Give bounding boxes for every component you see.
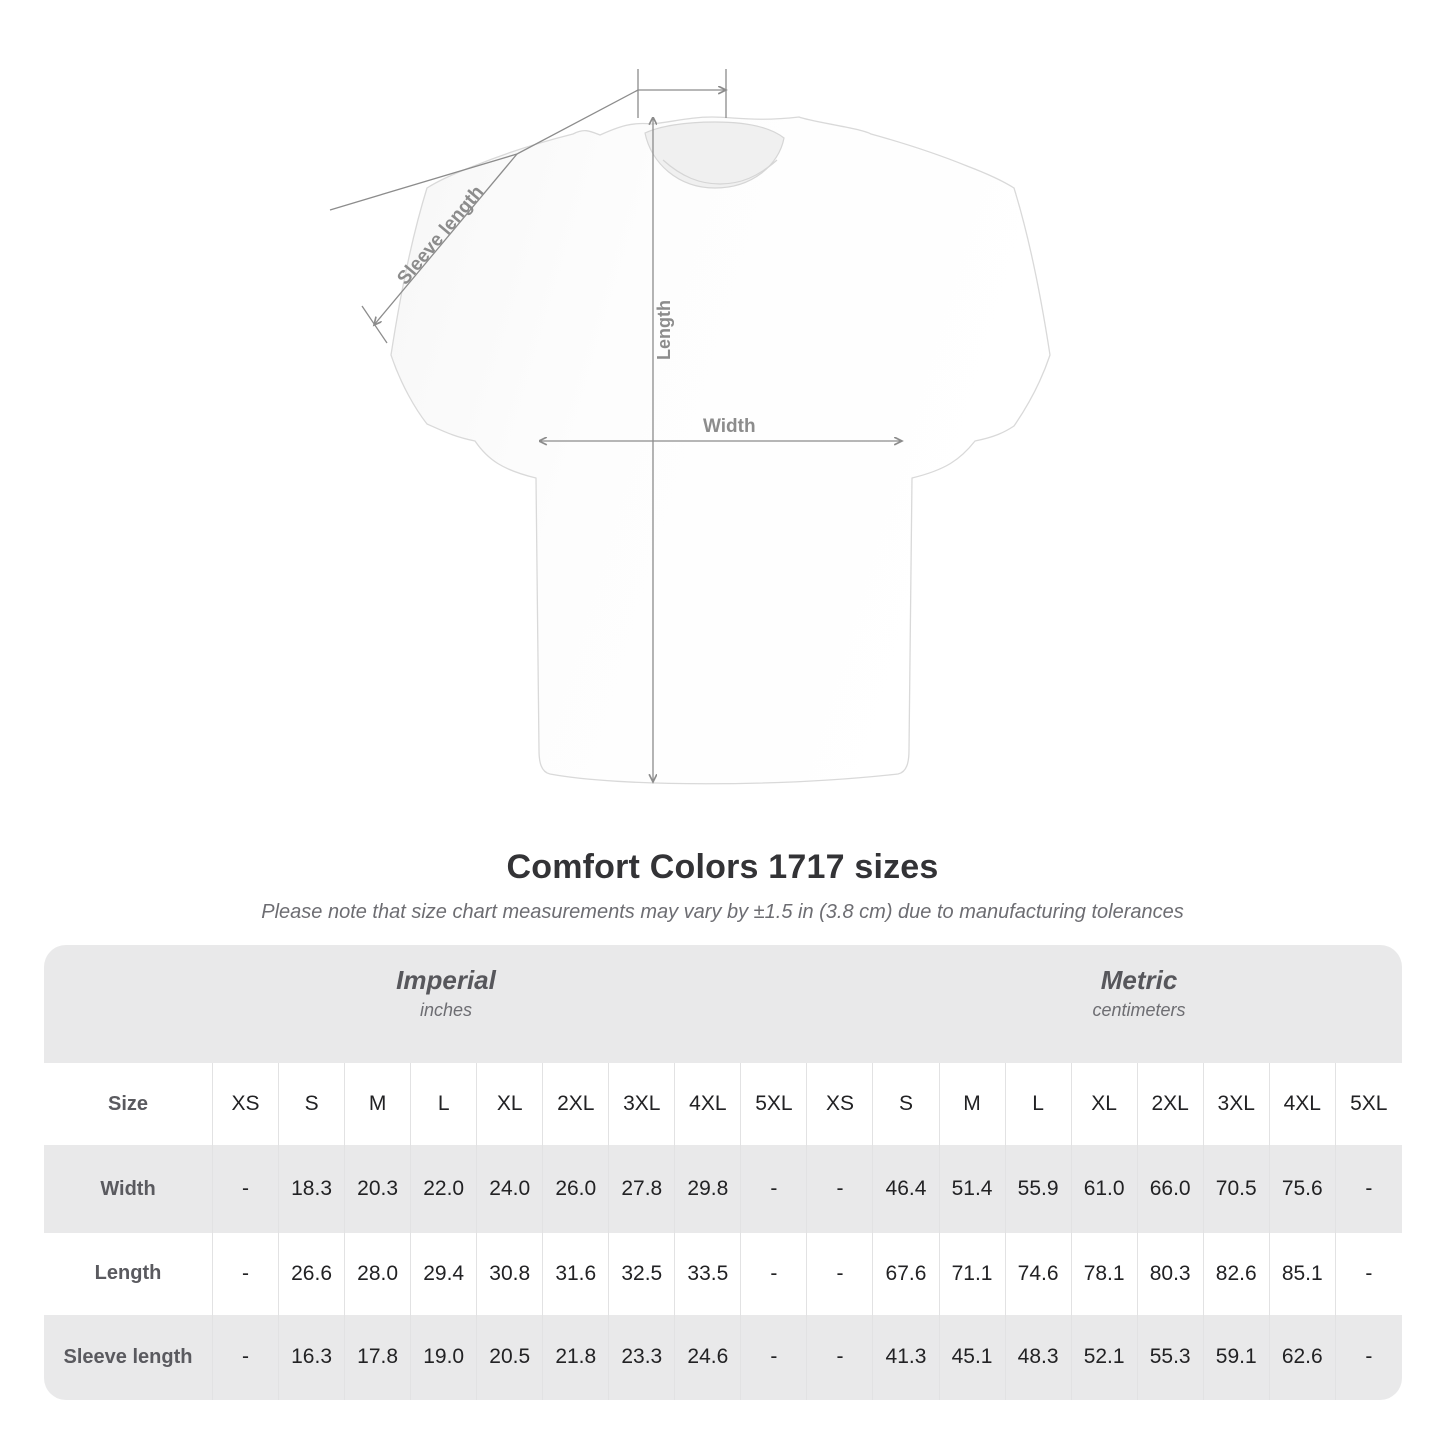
- svg-text:Length: Length: [654, 300, 674, 360]
- svg-text:Width: Width: [703, 416, 756, 437]
